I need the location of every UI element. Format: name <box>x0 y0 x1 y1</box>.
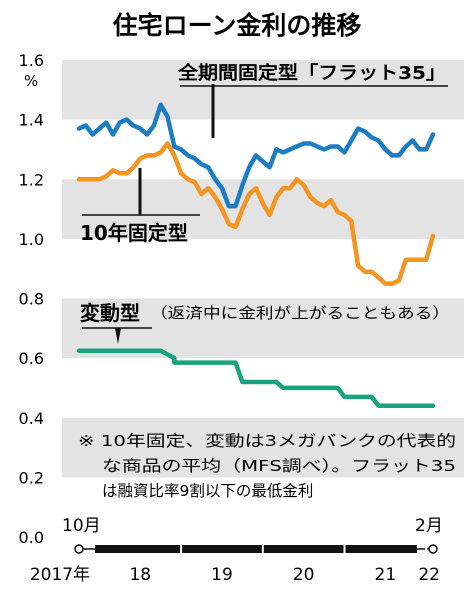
variable-note: （返済中に金利が上がることもある） <box>150 304 450 322</box>
x-tick-label-2: 19 <box>211 565 233 585</box>
footnote-line-3: は融資比率9割以下の最低金利 <box>102 482 313 500</box>
start-month-label: 10月 <box>62 516 101 536</box>
x-axis-start-dot <box>74 544 84 554</box>
grid-band-3 <box>62 417 464 478</box>
footnote-line-2: な商品の平均（MFS調べ）。フラット35 <box>102 457 456 475</box>
end-month-label: 2月 <box>415 516 443 536</box>
series-line-0 <box>76 102 436 209</box>
x-axis: 2017年 18 19 20 21 22 <box>30 543 440 585</box>
x-tick-label-0: 2017年 <box>30 565 90 585</box>
series-lines <box>76 102 436 409</box>
y-tick-label-3: 0.6 <box>19 349 44 368</box>
label-variable: 変動型 <box>80 301 140 325</box>
y-tick-label-1: 0.2 <box>19 468 44 487</box>
y-tick-label-8: 1.6 <box>19 51 44 70</box>
y-tick-label-0: 0.0 <box>19 528 44 547</box>
x-tick-label-5: 22 <box>418 565 440 585</box>
y-unit-label: % <box>24 72 38 90</box>
series-line-1 <box>76 141 436 286</box>
y-tick-label-7: 1.4 <box>19 111 44 130</box>
y-axis: 0.0 0.2 0.4 0.6 0.8 1.0 1.2 1.4 1.6 <box>19 51 44 547</box>
x-axis-end-dot <box>428 544 438 554</box>
series-line-2 <box>76 348 436 409</box>
grid-band-0 <box>62 60 464 120</box>
x-tick-label-3: 20 <box>293 565 315 585</box>
grid-band-1 <box>62 179 464 239</box>
footnote-line-1: ※ 10年固定、変動は3メガバンクの代表的 <box>78 432 456 450</box>
x-axis-bar <box>95 545 417 553</box>
label-flat35: 全期間固定型「フラット35」 <box>177 62 446 84</box>
y-tick-label-5: 1.0 <box>19 230 44 249</box>
chart-title: 住宅ローン金利の推移 <box>113 11 362 40</box>
footnote: ※ 10年固定、変動は3メガバンクの代表的 な商品の平均（MFS調べ）。フラット… <box>78 432 456 500</box>
y-tick-label-6: 1.2 <box>19 170 44 189</box>
x-tick-label-1: 18 <box>129 565 151 585</box>
y-tick-label-2: 0.4 <box>19 409 44 428</box>
grid-bands <box>62 60 464 478</box>
label-10y-fixed: 10年固定型 <box>80 221 188 245</box>
y-tick-label-4: 0.8 <box>19 290 44 309</box>
label-leader-variable <box>115 328 121 344</box>
x-tick-label-4: 21 <box>375 565 397 585</box>
